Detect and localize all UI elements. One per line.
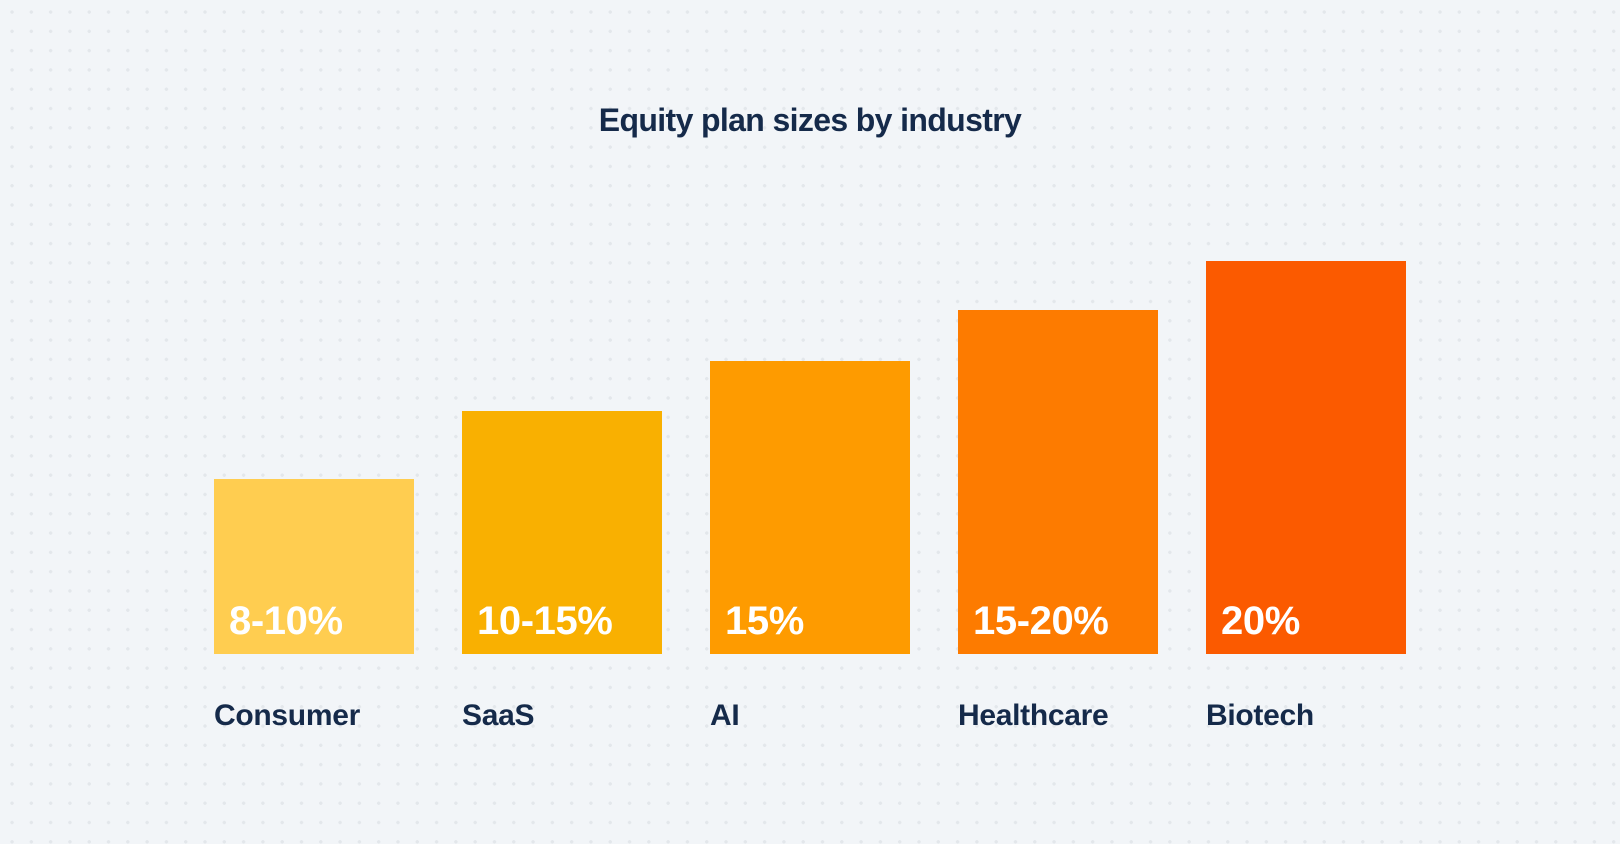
category-axis: Consumer SaaS AI Healthcare Biotech: [214, 701, 1406, 731]
category-label-saas: SaaS: [462, 699, 535, 732]
category-label-biotech: Biotech: [1206, 699, 1314, 732]
bar-biotech: 20%: [1206, 261, 1406, 654]
chart-title: Equity plan sizes by industry: [598, 102, 1022, 138]
category-label-consumer: Consumer: [214, 699, 360, 732]
bar-group: 8-10% 10-15% 15% 15-20% 20%: [214, 261, 1406, 654]
category-label-healthcare: Healthcare: [958, 699, 1109, 732]
bar-ai: 15%: [710, 361, 910, 654]
category-label-ai: AI: [710, 699, 740, 732]
bar-value-label-ai: 15%: [725, 599, 804, 643]
bar-healthcare: 15-20%: [958, 310, 1158, 654]
bar-consumer: 8-10%: [214, 479, 414, 654]
bar-value-label-consumer: 8-10%: [229, 599, 343, 643]
bar-value-label-healthcare: 15-20%: [973, 599, 1109, 643]
bar-saas: 10-15%: [462, 411, 662, 654]
bar-value-label-saas: 10-15%: [477, 599, 613, 643]
bar-value-label-biotech: 20%: [1221, 599, 1300, 643]
